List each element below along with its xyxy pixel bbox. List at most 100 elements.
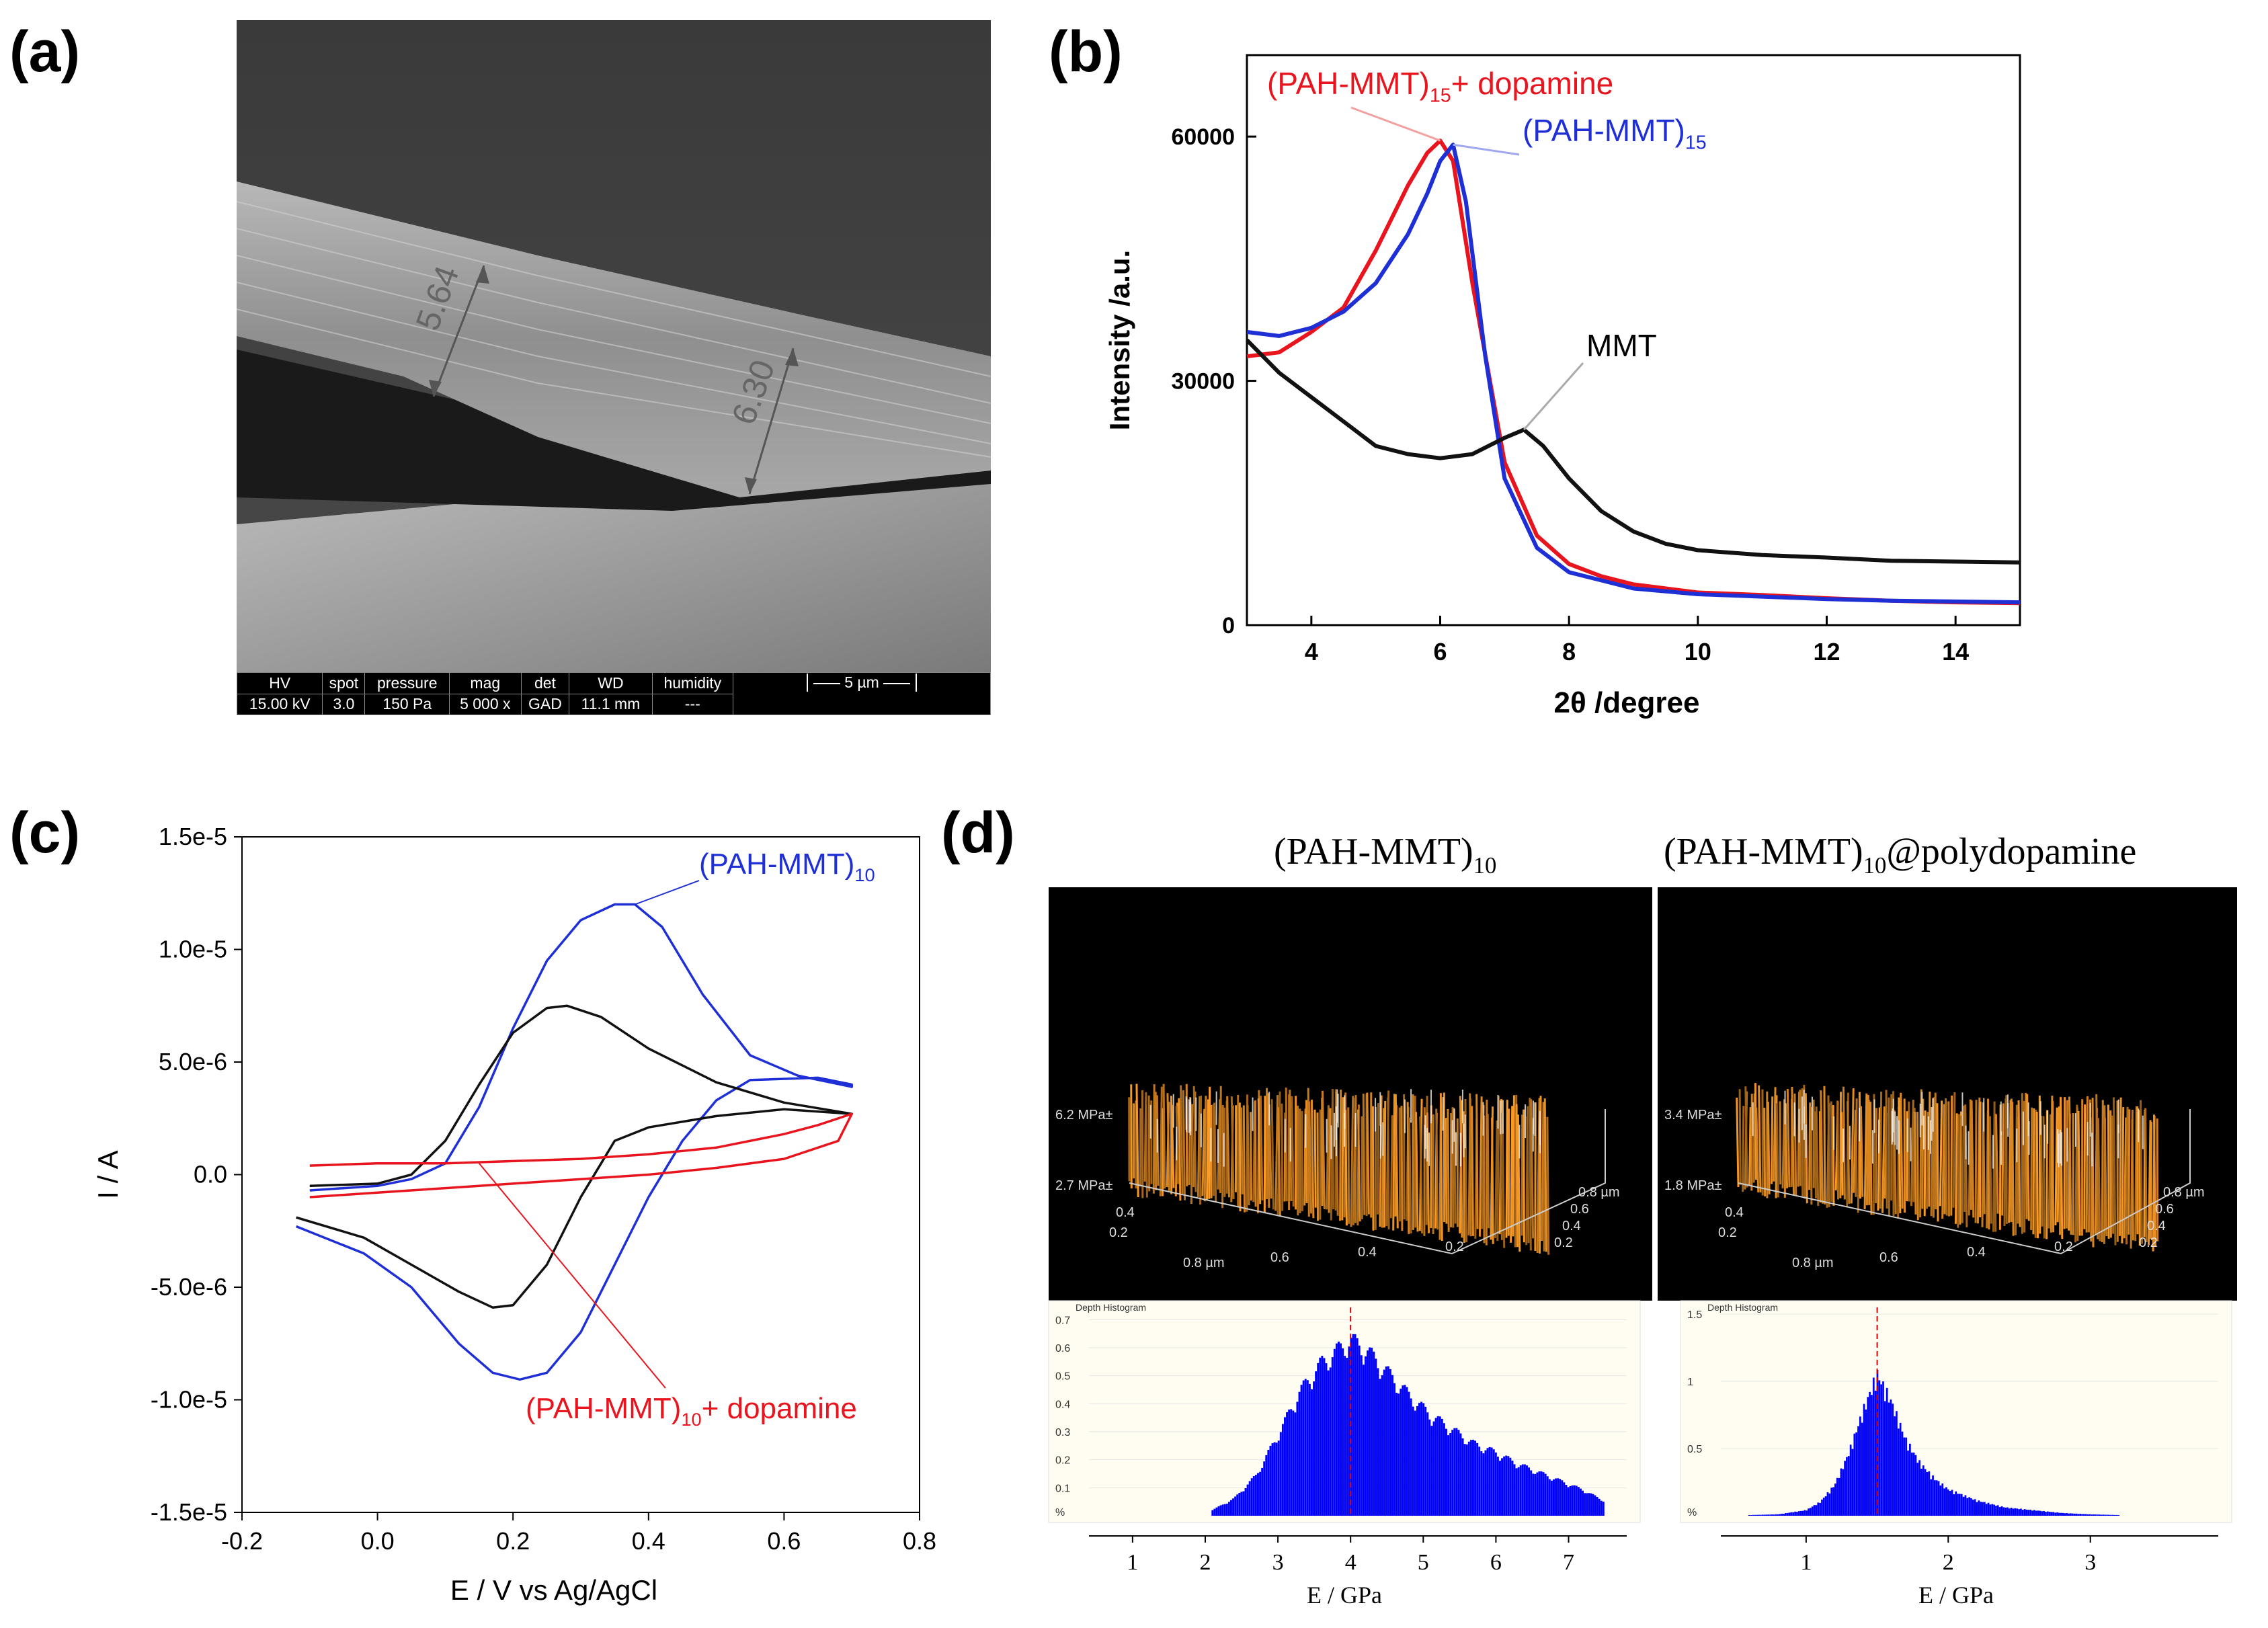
afm-left-spike bbox=[1530, 1099, 1535, 1239]
xrd-ytick-label: 30000 bbox=[1171, 369, 1235, 395]
afm-left-spike bbox=[1192, 1086, 1197, 1192]
afm-right-spike bbox=[2076, 1107, 2079, 1242]
afm-left-surface bbox=[1128, 1084, 1550, 1255]
afm-left-spike bbox=[1339, 1090, 1342, 1221]
afm-right-spike bbox=[2152, 1114, 2156, 1247]
afm-right-spike bbox=[1736, 1098, 1740, 1188]
afm-right-spike bbox=[1879, 1092, 1883, 1209]
afm-right-spike bbox=[2121, 1107, 2125, 1244]
afm-left-spike bbox=[1307, 1088, 1310, 1217]
afm-right-spike bbox=[1820, 1090, 1824, 1204]
afm-right-spike bbox=[2063, 1097, 2066, 1229]
hist-left-bars bbox=[1211, 1334, 1605, 1516]
afm-right-spike bbox=[1847, 1101, 1851, 1204]
afm-left-spike bbox=[1162, 1084, 1166, 1189]
cv-ytick-label: 1.5e-5 bbox=[159, 823, 227, 850]
xrd-xtick-label: 4 bbox=[1305, 638, 1318, 665]
afm-right-spike bbox=[2125, 1106, 2129, 1245]
afm-left-spike bbox=[1366, 1092, 1370, 1215]
afm-left-spike bbox=[1321, 1090, 1326, 1209]
afm-right-spike bbox=[2148, 1120, 2152, 1246]
afm-right-spike bbox=[1779, 1101, 1782, 1185]
afm-left-spike bbox=[1259, 1096, 1264, 1200]
cv-xlabel: E / V vs Ag/AgCl bbox=[450, 1574, 657, 1606]
afm-left-spike bbox=[1166, 1093, 1170, 1191]
afm-right-spike bbox=[2025, 1092, 2028, 1219]
afm-right-spike bbox=[2095, 1094, 2099, 1239]
afm-left-spike bbox=[1328, 1108, 1332, 1213]
afm-right-spike bbox=[2017, 1100, 2021, 1227]
cv-ytick-label: -1.5e-5 bbox=[151, 1498, 227, 1526]
afm-title-right: (PAH-MMT)10@polydopamine bbox=[1664, 831, 2136, 879]
sem-v-mag: 5 000 x bbox=[449, 693, 522, 715]
afm-right-xtick: 0.6 bbox=[1879, 1250, 1898, 1265]
afm-right-spike bbox=[1767, 1101, 1771, 1194]
hist-left-xtick-label: 1 bbox=[1127, 1550, 1138, 1575]
afm-right-spike bbox=[1914, 1111, 1917, 1215]
xrd-series-black bbox=[1245, 338, 2021, 565]
afm-right-spike bbox=[2011, 1102, 2015, 1236]
hist-right-ytick-label: 0.5 bbox=[1687, 1444, 1702, 1455]
afm-left-spike bbox=[1263, 1096, 1266, 1213]
afm-right-spike bbox=[2150, 1122, 2153, 1239]
sem-h-wd: WD bbox=[569, 672, 653, 694]
afm-left-spike bbox=[1308, 1101, 1313, 1214]
afm-right-spike bbox=[1964, 1104, 1968, 1227]
afm-left-spike bbox=[1331, 1088, 1335, 1210]
afm-left-spike bbox=[1491, 1117, 1494, 1244]
sem-info-bar: HV spot pressure mag det WD humidity 5 µ… bbox=[236, 672, 991, 715]
afm-left-ytick: 0.4 bbox=[1562, 1219, 1581, 1233]
afm-left-spike bbox=[1175, 1106, 1180, 1184]
afm-left-spike bbox=[1310, 1099, 1315, 1219]
afm-right-spike bbox=[1969, 1099, 1972, 1210]
afm-right-spike bbox=[1850, 1088, 1855, 1204]
afm-right-spike bbox=[2054, 1107, 2058, 1225]
afm-right-spike bbox=[2144, 1108, 2148, 1242]
afm-right-spike bbox=[2097, 1118, 2101, 1242]
afm-right-spike bbox=[1962, 1105, 1966, 1212]
sem-h-det: det bbox=[520, 672, 570, 694]
hist-left-ytick-label: 0.7 bbox=[1055, 1315, 1070, 1326]
afm-left-spike bbox=[1507, 1108, 1510, 1236]
afm-left-xtick: 0.6 bbox=[1270, 1250, 1289, 1265]
xrd-xtick-label: 10 bbox=[1685, 638, 1711, 665]
sem-v-wd: 11.1 mm bbox=[569, 693, 653, 715]
xrd-series-blue bbox=[1246, 143, 2021, 605]
sem-h-pressure: pressure bbox=[364, 672, 450, 694]
afm-right-spike bbox=[1791, 1086, 1795, 1195]
hist-left-xtick-label: 3 bbox=[1272, 1550, 1284, 1575]
afm-left-ytick: 0.8 µm bbox=[1578, 1185, 1620, 1200]
afm-left-spike bbox=[1217, 1099, 1221, 1190]
afm-right-spike bbox=[1988, 1116, 1992, 1224]
cv-legend-red: (PAH-MMT)10+ dopamine bbox=[526, 1392, 857, 1430]
cv-series-black bbox=[296, 1004, 853, 1309]
hist-left-xtick-label: 7 bbox=[1563, 1550, 1574, 1575]
afm-right-zlabel-low: 1.8 MPa± bbox=[1664, 1178, 1722, 1193]
afm-title-left: (PAH-MMT)10 bbox=[1274, 831, 1496, 879]
afm-right-spike bbox=[1950, 1095, 1953, 1216]
afm-right-spike bbox=[1840, 1112, 1844, 1196]
hist-left-ytick-label: 0.3 bbox=[1055, 1427, 1070, 1438]
afm-left-spike bbox=[1435, 1108, 1439, 1230]
afm-left-spike bbox=[1347, 1107, 1350, 1224]
afm-left-spike bbox=[1305, 1100, 1308, 1203]
xrd-annot-line-black bbox=[1523, 362, 1584, 431]
afm-right-spike bbox=[1742, 1106, 1745, 1192]
xrd-ylabel: Intensity /a.u. bbox=[1104, 250, 1135, 430]
afm-right-spike bbox=[1900, 1092, 1904, 1209]
afm-left-spike bbox=[1226, 1096, 1230, 1198]
afm-right-spike bbox=[2101, 1100, 2104, 1243]
afm-left-spike bbox=[1512, 1095, 1515, 1237]
afm-left-spike bbox=[1419, 1116, 1424, 1234]
afm-left-ytick: 0.6 bbox=[1570, 1202, 1589, 1217]
afm-right-ytick: 0.4 bbox=[2147, 1219, 2166, 1233]
afm-left-spike bbox=[1377, 1103, 1379, 1215]
sem-v-humidity: --- bbox=[651, 693, 734, 715]
afm-left-spike bbox=[1182, 1090, 1186, 1200]
afm-right-spike bbox=[1855, 1098, 1858, 1197]
afm-right-spike bbox=[1957, 1114, 1960, 1228]
afm-right-spike bbox=[1941, 1104, 1945, 1219]
afm-left-side-tick: 0.2 bbox=[1109, 1225, 1128, 1240]
afm-right-spike bbox=[1960, 1115, 1963, 1223]
